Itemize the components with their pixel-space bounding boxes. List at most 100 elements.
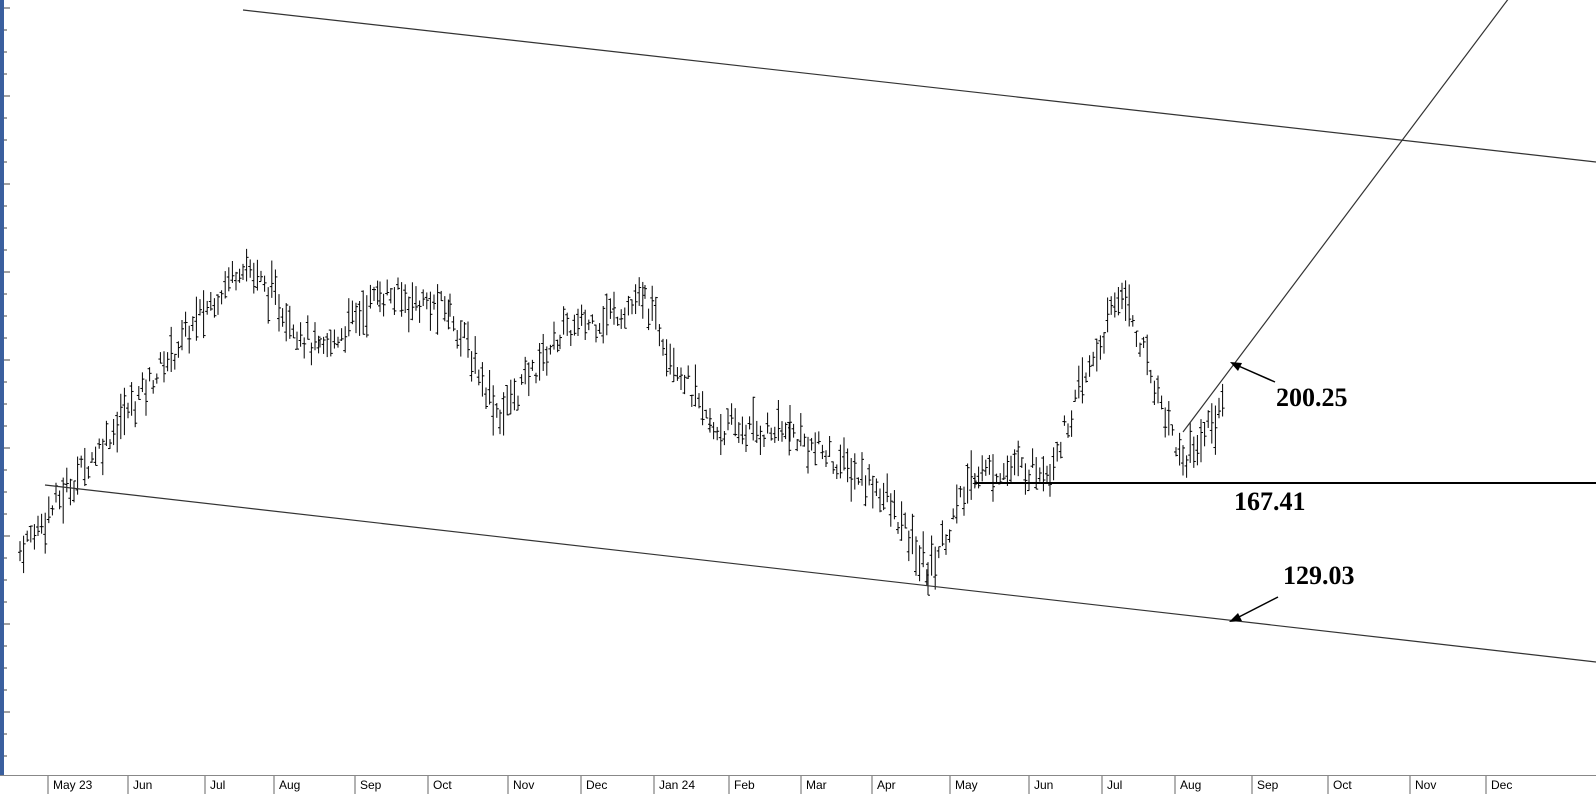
ohlc-bar [762,434,766,447]
ohlc-bar [494,403,499,418]
ohlc-bar [954,484,959,524]
ohlc-bar [526,362,531,397]
ohlc-bar [1134,330,1139,347]
ohlc-bar [622,307,627,329]
ohlc-bar [273,269,278,305]
ohlc-bar [668,343,673,375]
ohlc-bar [700,391,705,426]
ohlc-bar [439,290,444,302]
ohlc-bar [61,477,66,524]
x-tick-label: Jul [210,778,225,792]
ohlc-bar [1181,445,1185,476]
ohlc-bar [991,454,995,502]
ohlc-bar [772,426,777,443]
ohlc-bar [718,413,723,456]
ohlc-bar [487,370,492,405]
ohlc-bar [1073,389,1078,402]
ohlc-bar [903,512,908,529]
ohlc-bar [838,444,843,479]
x-tick-label: Nov [1415,778,1436,792]
ohlc-bar [783,422,788,440]
ohlc-bar [321,336,326,354]
ohlc-bar [679,367,683,391]
ohlc-bar [512,378,517,411]
ohlc-bar [980,455,985,482]
ohlc-bar [313,322,317,351]
ohlc-bar [244,248,249,282]
ohlc-bar [917,545,922,582]
ohlc-bar [151,380,156,394]
ohlc-bar [147,367,152,382]
ohlc-bar [842,437,846,471]
ohlc-bar [682,374,687,395]
x-tick-label: Dec [586,778,607,792]
x-tick-label: Aug [1180,778,1201,792]
ohlc-bar [1001,463,1006,481]
ohlc-bar [729,403,734,425]
ohlc-bar [1156,375,1160,404]
ohlc-bar [25,530,30,542]
ohlc-bar [874,478,879,497]
rising-trendline [1182,0,1509,433]
arrow-200-line [1233,363,1276,383]
ohlc-bar [46,496,51,524]
ohlc-bar [462,322,467,339]
ohlc-bar [295,331,299,350]
ohlc-bar [1109,296,1114,315]
ohlc-bar [476,369,481,386]
ohlc-bar [1023,463,1028,495]
x-tick-label: Jul [1107,778,1122,792]
ohlc-bar [798,413,803,447]
ohlc-bar [1094,338,1099,372]
ohlc-bar [269,260,274,298]
ohlc-bar [1163,407,1168,438]
ohlc-bar [1037,467,1042,482]
ohlc-bar [451,316,456,332]
ohlc-bar [929,535,934,576]
ohlc-bar [1030,448,1035,468]
left-axis-edge [0,0,4,793]
ohlc-bar [856,477,861,485]
ohlc-bar [653,296,658,330]
ohlc-bar [788,405,792,442]
ohlc-bar [523,356,528,385]
x-axis-svg: May 23 Jun Jul Aug Sep Oct Nov Dec Jan 24 Feb Mar A… [47,776,1512,794]
ohlc-bar [417,300,422,323]
ohlc-bar [424,292,429,310]
ohlc-bar [878,488,882,513]
ohlc-bar [576,308,580,337]
arrow-129-head [1229,613,1242,622]
ohlc-bar [64,467,69,493]
ohlc-bar [133,401,138,428]
ohlc-bar [657,324,662,347]
ohlc-bar [403,284,408,313]
ohlc-bar [1206,410,1211,428]
ohlc-bar [736,422,741,443]
ohlc-bar [1191,436,1196,468]
ohlc-bar [834,464,839,480]
ohlc-bar [111,418,116,446]
ohlc-bar [594,324,598,343]
ohlc-bar [428,291,433,331]
ohlc-bar [1027,469,1031,492]
ohlc-bar [259,270,263,283]
ohlc-bar [572,314,577,336]
ohlc-bar [237,268,242,283]
x-tick-label: May [955,778,978,792]
ohlc-bar [640,281,645,319]
ohlc-bar [686,365,691,379]
ohlc-bar [432,294,436,310]
ohlc-bar [1102,332,1106,354]
ohlc-bar [18,541,22,562]
x-tick-label: Sep [360,778,382,792]
ohlc-bar [346,298,351,337]
ohlc-bar [806,436,810,474]
ohlc-bar [93,446,98,466]
ohlc-bar [586,319,591,331]
ohlc-bar [392,287,397,315]
ohlc-bar [881,482,886,511]
ohlc-bar [1188,422,1193,463]
ohlc-bar [926,562,930,596]
ohlc-bar [332,329,337,349]
ohlc-bar [154,373,159,384]
